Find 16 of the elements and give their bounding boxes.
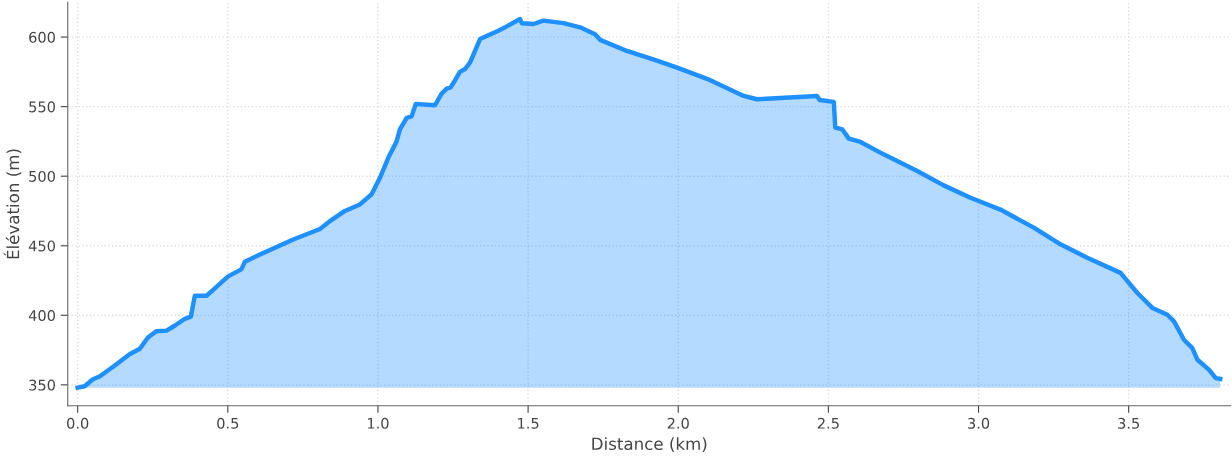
x-tick-label: 3.5: [1118, 417, 1139, 429]
x-axis-title: Distance (km): [592, 437, 707, 453]
y-tick-label: 350: [29, 379, 55, 391]
x-tick-label: 1.0: [367, 417, 389, 429]
x-tick-label: 3.0: [968, 417, 990, 429]
y-tick-label: 450: [28, 240, 55, 252]
y-tick-label: 400: [28, 310, 55, 322]
x-tick-label: 0.5: [217, 417, 239, 429]
y-tick-label: 550: [29, 101, 55, 113]
y-tick-label: 500: [29, 170, 55, 182]
y-tick-label: 600: [29, 31, 55, 43]
y-axis-title: Élévation (m): [3, 149, 22, 259]
x-tick-label: 2.0: [667, 417, 689, 429]
x-tick-label: 1.5: [518, 417, 539, 429]
x-tick-label: 2.5: [817, 417, 839, 429]
x-tick-label: 0.0: [67, 417, 89, 429]
